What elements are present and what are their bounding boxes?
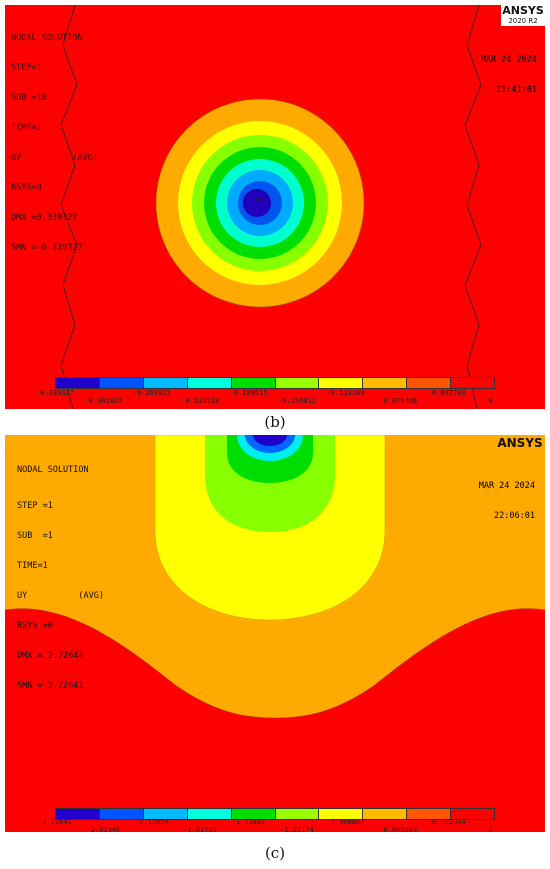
timestamp-b: MAR 24 2024 21:41:01 — [481, 35, 537, 115]
logo-text: ANSYS — [497, 436, 543, 450]
logo-text: ANSYS — [502, 5, 544, 17]
min-marker: MN — [256, 196, 265, 204]
legend-tick: -2.72641 — [38, 818, 72, 826]
displacement-contour-c — [5, 435, 545, 832]
legend-tick: -0.605869 — [379, 826, 418, 834]
legend-tick: -0.113109 — [326, 389, 365, 397]
legend-ticks: -2.72641 -2.12054 -1.51467 -0.908803 -0.… — [38, 818, 495, 836]
legend-ticks: -0.339327 -0.263921 -0.188515 -0.113109 … — [36, 389, 495, 407]
legend-tick: -0.339327 — [36, 389, 74, 397]
legend-tick: 0 — [488, 397, 493, 405]
legend-tick: -0.188515 — [229, 389, 268, 397]
contour-plot-b: NODAL SOLUTION STEP=1 SUB =10 TIME=1 UY … — [5, 5, 545, 409]
info-line: SMN =-2.72641 — [17, 681, 84, 691]
contour-plot-c: NODAL SOLUTION STEP =1 SUB =1 TIME=1 UY … — [5, 435, 545, 832]
solution-title: NODAL SOLUTION — [17, 465, 89, 475]
legend-labels-c: -2.72641 -2.12054 -1.51467 -0.908803 -0.… — [38, 818, 495, 836]
caption-b: (b) — [264, 413, 286, 431]
time-label: 22:06:01 — [494, 511, 535, 521]
info-line: UY (AVG) — [17, 591, 104, 601]
legend-tick: -0.908803 — [326, 818, 365, 826]
legend-tick: -0.302934 — [427, 818, 466, 826]
legend-bar — [55, 377, 495, 389]
legend-tick: -0.150812 — [278, 397, 316, 405]
info-line: TIME=1 — [17, 561, 48, 571]
date-label: MAR 24 2024 — [478, 481, 535, 491]
info-line: SMN =-0.339327 — [11, 243, 83, 253]
legend-tick: -0.263921 — [132, 389, 171, 397]
timestamp-c: MAR 24 2024 22:06:01 — [479, 461, 535, 541]
ansys-logo: ANSYS 2020 R2 — [501, 5, 545, 26]
legend-bar — [55, 808, 495, 820]
info-line: RSYS=0 — [11, 183, 42, 193]
legend-tick: -2.12054 — [134, 818, 169, 826]
info-line: STEP =1 — [17, 501, 53, 511]
info-line: DMX = 2.72641 — [17, 651, 84, 661]
color-legend-b: -0.339327 -0.263921 -0.188515 -0.113109 … — [36, 377, 495, 407]
time-label: 21:41:01 — [496, 85, 537, 95]
date-label: MAR 24 2024 — [480, 55, 537, 65]
info-line: RSYS =0 — [17, 621, 53, 631]
legend-tick: -0.075406 — [379, 397, 418, 405]
version-text: 2020 R2 — [508, 17, 538, 25]
info-line: TIME=1 — [11, 123, 42, 133]
solution-info-c: NODAL SOLUTION STEP =1 SUB =1 TIME=1 UY … — [17, 445, 104, 711]
info-line: SUB =10 — [11, 93, 47, 103]
legend-tick: -0.301624 — [84, 397, 123, 405]
solution-info-b: NODAL SOLUTION STEP=1 SUB =10 TIME=1 UY … — [11, 13, 98, 273]
legend-tick: -2.42348 — [86, 826, 121, 834]
info-line: DMX =0.339327 — [11, 213, 78, 223]
info-line: SUB =1 — [17, 531, 53, 541]
legend-tick: -0.226218 — [181, 397, 220, 405]
color-legend-c — [55, 808, 495, 820]
legend-tick: 0 — [488, 826, 493, 834]
legend-tick: -1.21174 — [280, 826, 314, 834]
legend-tick: -1.81761 — [183, 826, 218, 834]
info-line: STEP=1 — [11, 63, 42, 73]
caption-c: (c) — [264, 844, 286, 862]
solution-title: NODAL SOLUTION — [11, 33, 83, 43]
ansys-logo: ANSYS — [495, 437, 545, 449]
legend-tick: -1.51467 — [231, 818, 266, 826]
displacement-contour-b — [5, 5, 545, 409]
info-line: UY (AVG) — [11, 153, 98, 163]
legend-tick: -0.037703 — [427, 389, 466, 397]
